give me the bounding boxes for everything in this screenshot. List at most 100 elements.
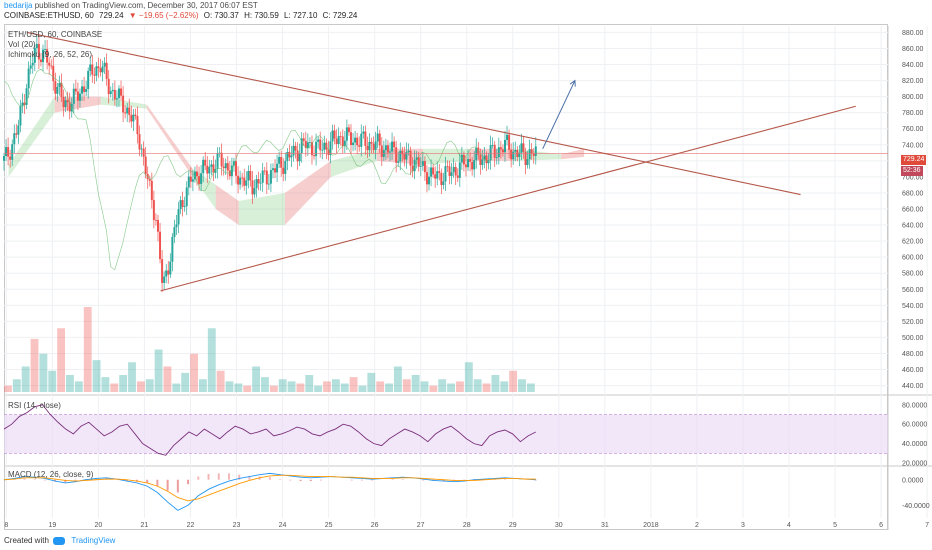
y-tick-label: 640.00 [902, 223, 924, 230]
candle-body [438, 171, 441, 173]
candle-body [526, 159, 529, 166]
candle-body [66, 100, 69, 103]
y-tick-label: 740.00 [902, 142, 924, 149]
x-tick-label: 6 [879, 522, 883, 529]
candle-body [411, 165, 414, 172]
open-value: O: 730.37 [203, 11, 239, 20]
candle-body [152, 200, 155, 220]
candle-body [9, 156, 12, 160]
candle-body [156, 219, 159, 232]
candle-body [81, 86, 84, 94]
candle-body [317, 139, 320, 142]
candle-body [37, 43, 40, 60]
y-tick-label: 800.00 [902, 94, 924, 101]
candle-body [376, 133, 379, 142]
trendline [26, 31, 801, 196]
candle-body [315, 141, 318, 157]
candle-body [64, 100, 67, 108]
candle-body [93, 74, 96, 76]
volume-bar [358, 385, 367, 392]
volume-bar [198, 379, 207, 392]
candle-body [257, 179, 260, 184]
candle-body [17, 125, 20, 135]
candle-body [432, 167, 435, 175]
candle-body [191, 179, 194, 182]
candle-body [222, 166, 225, 169]
candle-body [177, 209, 180, 225]
volume-bar [438, 379, 447, 392]
candle-body [475, 147, 478, 161]
candle-body [380, 145, 383, 157]
candle-body [13, 133, 16, 145]
volume-bar [526, 383, 535, 392]
candle-body [407, 150, 410, 152]
volume-bar [21, 366, 30, 392]
rsi-line [3, 404, 536, 456]
candle-body [83, 86, 86, 92]
volume-bar [429, 385, 438, 392]
author-link[interactable]: bedarija [4, 1, 33, 10]
candle-body [97, 66, 100, 69]
candle-body [208, 166, 211, 174]
candle-body [167, 270, 170, 275]
candle-body [23, 102, 26, 105]
candle-body [183, 206, 186, 208]
ichimoku-cloud-segment [284, 160, 331, 226]
last-price: 729.24 [99, 11, 124, 20]
y-tick-label: 620.00 [902, 239, 924, 246]
volume-bar [500, 381, 509, 392]
candle-body [282, 167, 285, 174]
candle-body [477, 147, 480, 155]
ichimoku-cloud-segment [561, 148, 585, 160]
y-tick-label: 860.00 [902, 46, 924, 53]
candle-body [469, 159, 472, 162]
candle-body [198, 176, 201, 184]
candle-body [134, 114, 137, 117]
volume-bar [385, 383, 393, 392]
candle-body [85, 88, 88, 92]
candle-body [220, 152, 223, 167]
candle-body [154, 219, 157, 221]
x-tick-label: 29 [509, 522, 517, 529]
candle-body [54, 81, 57, 94]
candle-body [389, 151, 392, 153]
candle-body [165, 270, 168, 277]
volume-bar [39, 353, 48, 392]
candle-body [68, 102, 71, 112]
x-tick-label: 2018 [643, 522, 659, 529]
candle-body [335, 138, 338, 144]
candle-body [294, 145, 297, 151]
candle-body [171, 236, 174, 262]
candle-body [33, 48, 36, 63]
volume-bar [172, 383, 181, 392]
volume-bar [252, 366, 261, 392]
candle-body [245, 180, 248, 186]
candle-body [261, 170, 264, 183]
candle-body [391, 141, 394, 152]
candle-body [193, 171, 196, 180]
candle-body [189, 176, 192, 182]
tradingview-brand[interactable]: TradingView [71, 536, 116, 545]
ichimoku-cloud-segment [146, 104, 193, 177]
candle-body [226, 163, 229, 171]
y-tick-label: 560.00 [902, 287, 924, 294]
candle-body [337, 136, 340, 144]
volume-bar [491, 375, 500, 392]
volume-bar [163, 366, 172, 392]
candle-body [117, 88, 120, 99]
candle-body [142, 148, 145, 157]
publish-line: bedarija published on TradingView.com, D… [4, 1, 258, 10]
candle-body [58, 83, 61, 87]
candle-body [323, 142, 326, 150]
candle-body [302, 138, 305, 141]
candle-body [508, 134, 511, 150]
candle-body [298, 153, 301, 162]
y-tick-label: 820.00 [902, 78, 924, 85]
candle-body [409, 150, 412, 166]
candle-body [345, 127, 348, 141]
candle-body [399, 150, 402, 162]
candle-body [46, 49, 49, 63]
volume-bar [145, 379, 154, 392]
candle-body [485, 155, 488, 164]
